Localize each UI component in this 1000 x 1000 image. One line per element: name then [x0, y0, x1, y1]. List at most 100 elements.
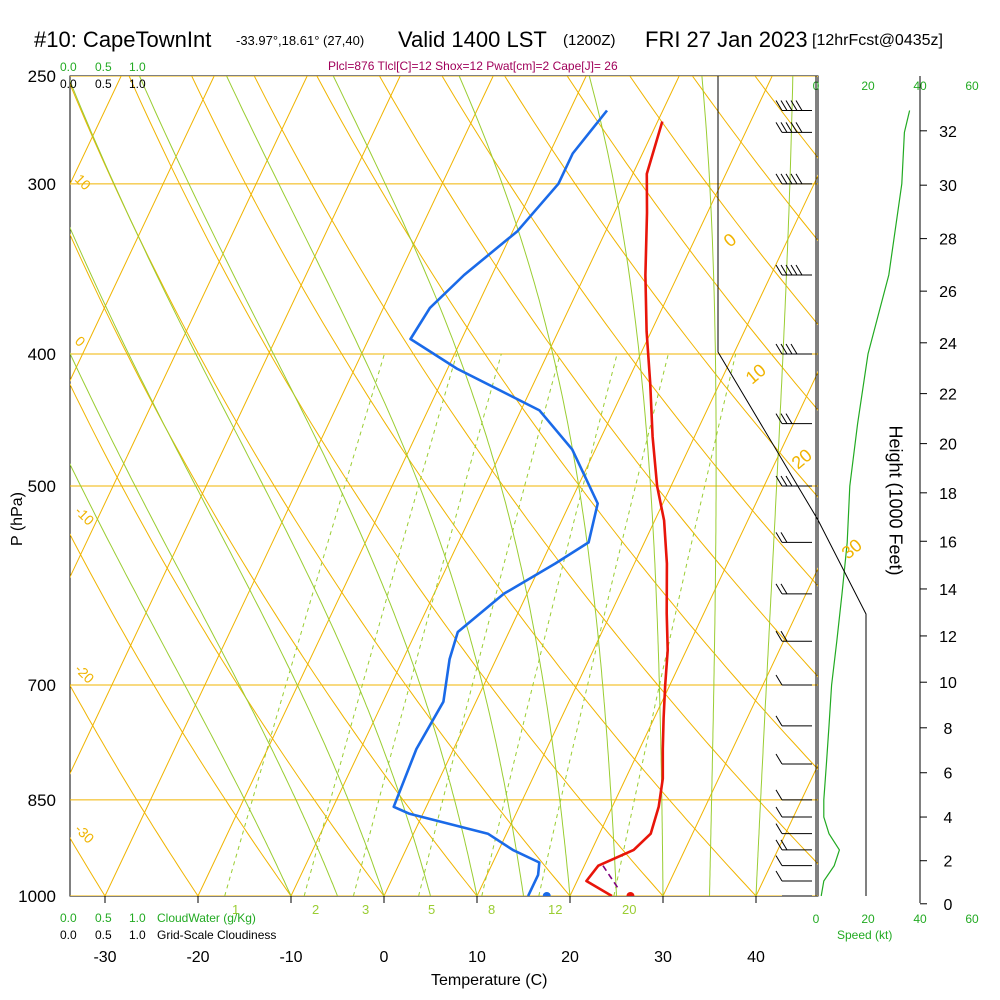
moist-adiabat-line [70, 79, 431, 896]
height-tick-label: 18 [939, 486, 957, 503]
height-tick-label: 22 [939, 387, 957, 404]
header: #10: CapeTownInt -33.97°,18.61° (27,40) … [0, 0, 1000, 73]
valid-time: Valid 1400 LST [398, 27, 547, 52]
wind-barb [775, 122, 812, 133]
mixing-ratio-label: 1 [232, 902, 239, 917]
cw-bot-black-2: 1.0 [129, 928, 146, 942]
moist-adiabat-line [755, 76, 794, 896]
x-tick-label: 30 [654, 949, 672, 966]
wind-barb [775, 839, 812, 851]
mixing-ratio-label: 5 [428, 902, 435, 917]
wind-barb [775, 855, 812, 867]
wind-barb [775, 715, 812, 727]
valid-date: FRI 27 Jan 2023 [645, 27, 808, 52]
height-tick-label: 8 [944, 721, 953, 738]
station-title: #10: CapeTownInt [34, 27, 212, 52]
x-tick-label: -20 [186, 949, 209, 966]
mixing-ratio-line [224, 353, 385, 896]
isotherm-line [104, 76, 494, 896]
valid-zulu: (1200Z) [563, 32, 616, 49]
cw-top-green-0: 0.0 [60, 60, 77, 74]
station-coords: -33.97°,18.61° (27,40) [236, 33, 365, 48]
p-tick-label: 500 [28, 477, 56, 496]
wind-barb [775, 789, 812, 801]
height-tick-label: 24 [939, 336, 957, 353]
height-tick-label: 26 [939, 284, 957, 301]
wind-barb [775, 806, 812, 818]
dry-adiabat-line [629, 76, 818, 326]
cw-bot-black-1: 0.5 [95, 928, 112, 942]
speed-axis-label: Speed (kt) [837, 928, 893, 942]
p-tick-label: 850 [28, 791, 56, 810]
moist-adiabat-line [70, 226, 385, 896]
cw-top-green-2: 1.0 [129, 60, 146, 74]
moist-adiabat-line [70, 352, 338, 896]
height-tick-label: 30 [939, 178, 957, 195]
p-tick-label: 250 [28, 67, 56, 86]
x-tick-label: 20 [561, 949, 579, 966]
x-tick-label: 10 [468, 949, 486, 966]
mixing-ratio-line [352, 353, 502, 896]
dry-adiabat-line [566, 76, 818, 411]
mixing-ratio-label: 2 [312, 902, 319, 917]
sounding-series [392, 109, 669, 896]
mixing-ratio-label: 20 [622, 902, 636, 917]
isotherm-line [197, 76, 587, 896]
isotherm-line [662, 567, 818, 896]
dry-adiabat-line [70, 82, 571, 896]
dewpoint-line [392, 109, 609, 896]
speed-profile [820, 110, 911, 897]
x-tick-label: 40 [747, 949, 765, 966]
wind-barb [775, 753, 812, 765]
speed-tick-top: 40 [913, 79, 927, 93]
height-tick-label: 4 [944, 810, 953, 827]
height-tick-label: 32 [939, 124, 957, 141]
speed-tick-top: 20 [861, 79, 875, 93]
cw-bot-black-0: 0.0 [60, 928, 77, 942]
wind-barb [775, 343, 812, 355]
moist-adiabat-line [588, 76, 664, 896]
mixing-ratio-line [613, 353, 737, 896]
y-axis-title: P (hPa) [9, 492, 26, 546]
wind-barb [775, 870, 812, 882]
isotherm-line [290, 76, 680, 896]
isotherm-line [0, 76, 28, 896]
cw-top-black-2: 1.0 [129, 77, 146, 91]
temperature-line [585, 121, 669, 896]
wind-barb [775, 100, 812, 111]
x-tick-label: 0 [380, 949, 389, 966]
wind-barb [775, 630, 812, 642]
height-axis-title: Height (1000 Feet) [885, 425, 906, 576]
height-tick-label: 20 [939, 437, 957, 454]
speed-tick-bottom: 20 [861, 912, 875, 926]
mixing-ratio-line [481, 353, 618, 896]
wind-barb [775, 674, 812, 686]
speed-line [820, 110, 911, 897]
height-tick-label: 2 [944, 854, 953, 871]
cloudiness-label: Grid-Scale Cloudiness [157, 928, 277, 942]
wind-barb [775, 823, 812, 835]
dry-adiabat-line [70, 837, 106, 896]
dry-adiabat-line [70, 684, 199, 896]
height-tick-label: 16 [939, 534, 957, 551]
cw-bot-green-0: 0.0 [60, 911, 77, 925]
cw-bot-green-1: 0.5 [95, 911, 112, 925]
dry-adiabat-line [861, 52, 1000, 925]
mixing-ratio-line [303, 353, 458, 896]
moist-adiabat-label: 30 [838, 535, 866, 563]
wind-barb [775, 264, 812, 276]
p-tick-label: 400 [28, 345, 56, 364]
mixing-ratio-label: 8 [488, 902, 495, 917]
wind-barbs [775, 100, 812, 897]
height-tick-label: 10 [939, 675, 957, 692]
wind-barb [775, 532, 812, 543]
cw-top-green-1: 0.5 [95, 60, 112, 74]
cw-top-black-0: 0.0 [60, 77, 77, 91]
dry-adiabat-line [504, 76, 818, 498]
surface-dewpoint-point [542, 892, 551, 896]
moist-adiabat-line [139, 76, 478, 896]
dry-adiabat-line [253, 76, 818, 865]
dry-adiabat-line [70, 383, 385, 896]
speed-tick-top: 60 [965, 79, 979, 93]
p-tick-label: 1000 [18, 887, 56, 906]
